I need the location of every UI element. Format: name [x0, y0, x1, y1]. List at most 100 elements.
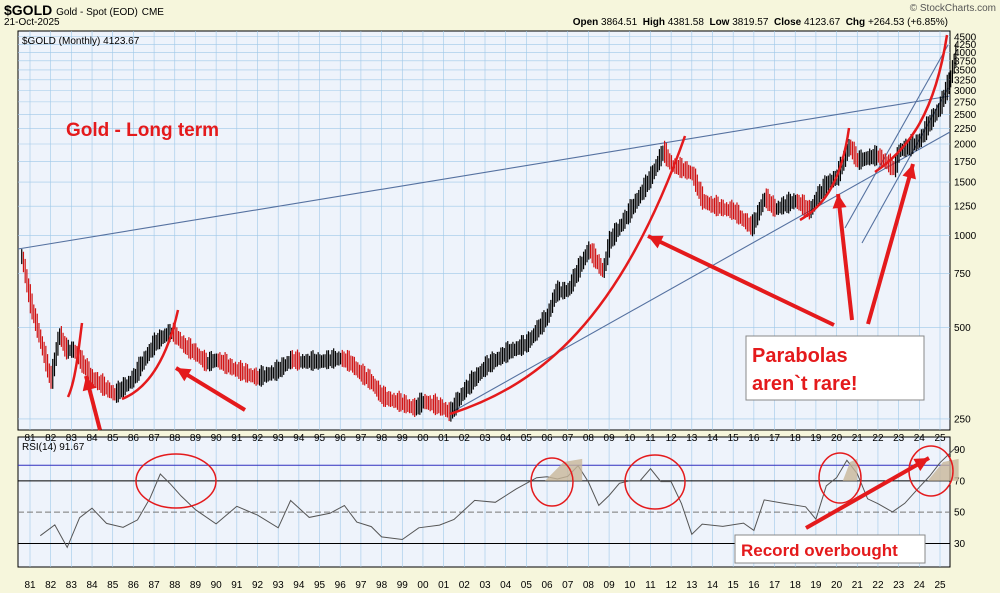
x-tick-label-top: 92 [252, 433, 264, 444]
x-tick-label-bottom: 16 [748, 580, 760, 591]
x-tick-label-top: 24 [914, 433, 926, 444]
x-tick-label-bottom: 10 [624, 580, 636, 591]
record-box [734, 534, 926, 564]
x-tick-label-top: 18 [790, 433, 802, 444]
x-tick-label-top: 16 [748, 433, 760, 444]
annotation-record-overbought: Record overbought [741, 541, 898, 560]
chart-annotation-title: Gold - Long term [66, 120, 219, 141]
x-tick-label-bottom: 04 [500, 580, 512, 591]
x-tick-label-bottom: 22 [872, 580, 884, 591]
x-tick-label-top: 13 [686, 433, 698, 444]
x-tick-label-bottom: 12 [666, 580, 678, 591]
x-tick-label-bottom: 99 [397, 580, 409, 591]
x-tick-label-top: 82 [45, 433, 57, 444]
x-tick-label-bottom: 08 [583, 580, 595, 591]
x-tick-label-top: 99 [397, 433, 409, 444]
x-tick-label-bottom: 20 [831, 580, 843, 591]
x-tick-label-top: 97 [355, 433, 367, 444]
x-tick-label-bottom: 90 [211, 580, 223, 591]
x-tick-label-top: 90 [211, 433, 223, 444]
x-tick-label-bottom: 23 [893, 580, 905, 591]
x-tick-label-bottom: 81 [24, 580, 36, 591]
x-tick-label-top: 84 [86, 433, 98, 444]
x-tick-label-top: 19 [810, 433, 822, 444]
price-tick-label: 4500 [954, 32, 977, 43]
x-tick-label-top: 09 [604, 433, 616, 444]
x-tick-label-top: 89 [190, 433, 202, 444]
parabola-2011 [449, 135, 687, 416]
x-tick-label-bottom: 85 [107, 580, 119, 591]
price-axis: 250 500 750 1000 1250 1500 1750 2000 2250 2500 275… [954, 32, 977, 425]
annotation-arent-rare: aren`t rare! [752, 373, 858, 395]
parabola-2025 [874, 34, 949, 174]
x-tick-label-top: 85 [107, 433, 119, 444]
x-tick-label-bottom: 03 [479, 580, 491, 591]
chg-label: Chg [845, 17, 866, 28]
x-tick-label-top: 22 [872, 433, 884, 444]
x-tick-label-bottom: 00 [417, 580, 429, 591]
parabola-2020 [799, 127, 851, 222]
x-tick-label-bottom: 89 [190, 580, 202, 591]
x-tick-label-bottom: 97 [355, 580, 367, 591]
rsi-circle-2020 [818, 452, 862, 504]
price-tick-label: 3750 [954, 56, 977, 67]
close-value: 4123.67 [803, 17, 841, 28]
arrow-2020 [836, 193, 854, 321]
arrow-2024-head [902, 164, 916, 180]
chg-value: +264.53 (+6.85%) [867, 17, 948, 28]
price-tick-label: 2750 [954, 97, 977, 108]
chart-date: 21-Oct-2025 [4, 17, 60, 28]
price-tick-label: 2500 [954, 110, 977, 121]
x-tick-label-bottom: 15 [728, 580, 740, 591]
x-tick-label-top: 05 [521, 433, 533, 444]
trendline-steep-1 [844, 44, 949, 229]
x-tick-label-bottom: 13 [686, 580, 698, 591]
x-tick-label-top: 88 [169, 433, 181, 444]
price-series [21, 43, 957, 422]
rsi-axis: 30 50 70 90 [954, 445, 966, 550]
price-tick-label: 3250 [954, 75, 977, 86]
x-tick-label-bottom: 05 [521, 580, 533, 591]
x-tick-label-bottom: 02 [459, 580, 471, 591]
x-tick-label-bottom: 94 [293, 580, 305, 591]
rsi-circle-2011 [624, 454, 686, 510]
x-tick-label-bottom: 86 [128, 580, 140, 591]
rsi-circle-2006 [530, 457, 574, 507]
x-tick-label-bottom: 21 [852, 580, 864, 591]
x-tick-label-top: 86 [128, 433, 140, 444]
rsi-tick-label: 50 [954, 508, 966, 519]
price-tick-label: 3000 [954, 86, 977, 97]
x-tick-label-bottom: 25 [934, 580, 946, 591]
rsi-legend: RSI(14) 91.67 [22, 442, 85, 453]
rsi-circle-1987 [135, 453, 217, 509]
x-tick-label-top: 23 [893, 433, 905, 444]
x-tick-label-top: 00 [417, 433, 429, 444]
price-tick-label: 1750 [954, 157, 977, 168]
x-tick-label-top: 03 [479, 433, 491, 444]
trendlines [17, 44, 951, 413]
x-axis-top: 81 82 83 84 85 86 87 88 89 90 91 92 93 94 95 96 97 98 99 00… [24, 433, 946, 444]
x-tick-label-top: 93 [273, 433, 285, 444]
x-tick-label-top: 06 [541, 433, 553, 444]
x-tick-label-top: 17 [769, 433, 781, 444]
x-tick-label-top: 20 [831, 433, 843, 444]
x-tick-label-top: 15 [728, 433, 740, 444]
ohlc-readout: Open 3864.51 High 4381.58 Low 3819.57 Cl… [573, 17, 948, 28]
price-tick-label: 2250 [954, 124, 977, 135]
x-tick-label-bottom: 91 [231, 580, 243, 591]
x-tick-label-bottom: 88 [169, 580, 181, 591]
x-tick-label-bottom: 01 [438, 580, 450, 591]
x-tick-label-bottom: 24 [914, 580, 926, 591]
x-tick-label-bottom: 84 [86, 580, 98, 591]
x-tick-label-top: 95 [314, 433, 326, 444]
x-tick-label-bottom: 14 [707, 580, 719, 591]
x-tick-label-bottom: 11 [645, 580, 656, 591]
x-tick-label-top: 98 [376, 433, 388, 444]
price-tick-label: 750 [954, 269, 971, 280]
x-tick-label-bottom: 87 [149, 580, 161, 591]
x-tick-label-top: 12 [666, 433, 678, 444]
parabola-1987 [121, 309, 180, 401]
price-tick-label: 3500 [954, 65, 977, 76]
